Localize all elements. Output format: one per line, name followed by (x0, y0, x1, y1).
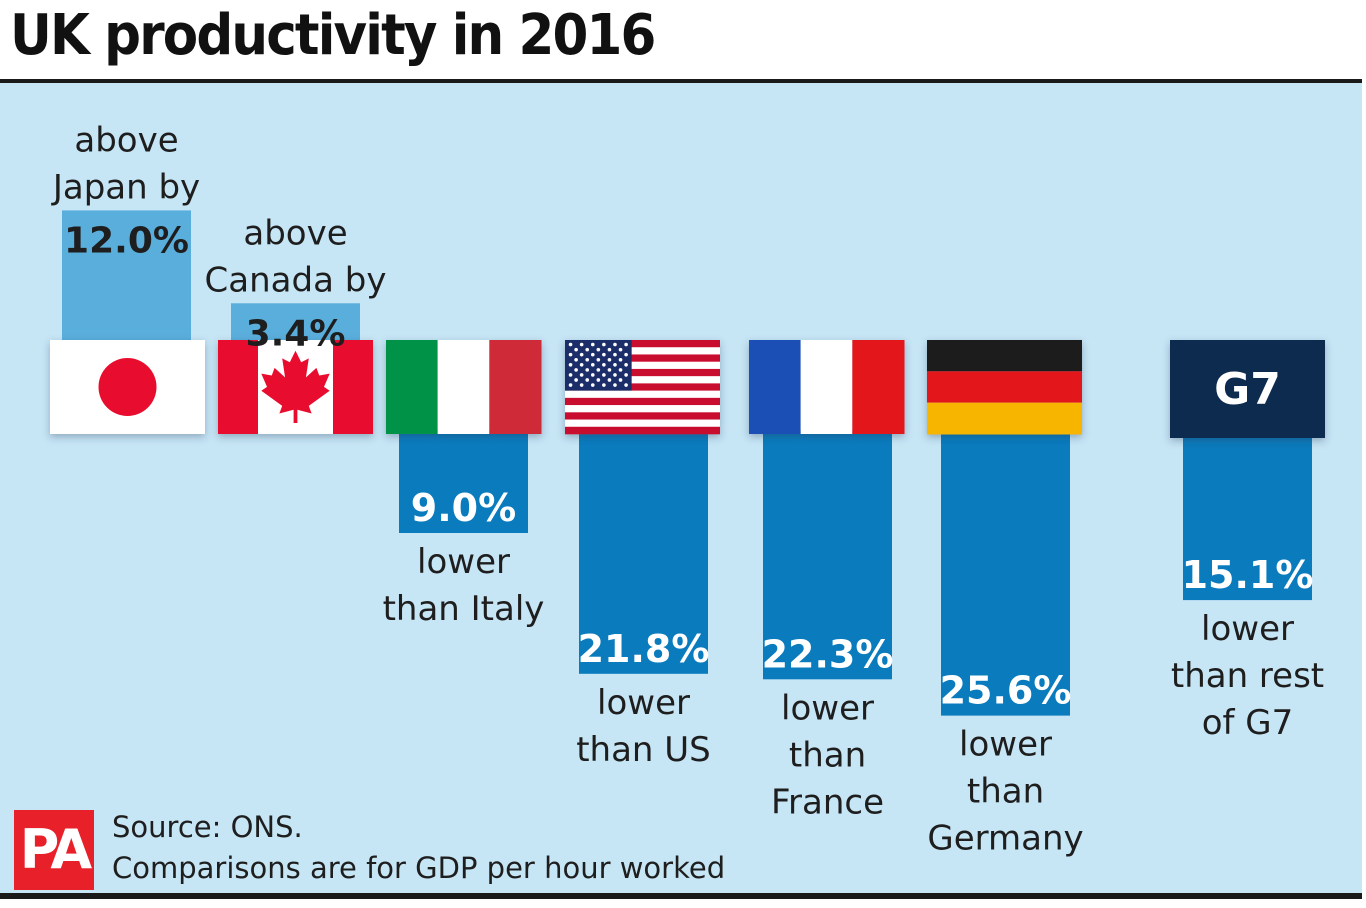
text-label-france-0: lower (781, 688, 874, 728)
value-label-germany: 25.6% (940, 669, 1072, 713)
text-label-g7-2: of G7 (1202, 703, 1294, 743)
pa-logo: PA (14, 810, 94, 890)
bar-group-france: 22.3% lower than France (762, 632, 894, 822)
bar-italy (399, 430, 528, 533)
text-label-us-1: than US (576, 730, 711, 770)
flags-layer: G7 (50, 340, 1325, 438)
g7-box-icon: G7 (1170, 340, 1325, 438)
bar-group-japan: 12.0% above Japan by (51, 120, 200, 261)
text-label-canada-0: above (243, 213, 347, 253)
bar-group-germany: 25.6% lower than Germany (927, 669, 1083, 859)
value-label-us: 21.8% (578, 627, 710, 671)
france-flag-icon (749, 340, 905, 434)
text-label-japan-1: Japan by (51, 167, 200, 207)
bar-g7 (1183, 430, 1312, 601)
bar-japan (62, 210, 191, 340)
text-label-g7-0: lower (1201, 609, 1294, 649)
text-label-germany-0: lower (959, 725, 1052, 765)
canada-flag-icon (218, 340, 373, 434)
bars-layer (62, 210, 1312, 716)
source-text: Source: ONS. (112, 810, 303, 844)
text-label-italy-1: than Italy (383, 589, 545, 629)
value-label-g7: 15.1% (1182, 553, 1314, 597)
text-label-france-1: than (789, 735, 866, 775)
value-label-france: 22.3% (762, 632, 894, 676)
comparison-note: Comparisons are for GDP per hour worked (112, 851, 726, 885)
text-label-g7-1: than rest (1171, 656, 1324, 696)
bar-germany (941, 430, 1070, 716)
text-label-france-2: France (771, 782, 884, 822)
germany-flag-icon (927, 340, 1082, 435)
value-label-japan: 12.0% (64, 220, 189, 261)
text-label-italy-0: lower (417, 542, 510, 582)
text-label-japan-0: above (74, 120, 178, 160)
labels-layer: 12.0% above Japan by 3.4% above Canada by 9.0%… (51, 120, 1324, 858)
text-label-canada-1: Canada by (205, 260, 387, 300)
japan-flag-icon (50, 340, 205, 434)
bar-canada (231, 303, 360, 340)
text-label-us-0: lower (597, 683, 690, 723)
text-label-germany-2: Germany (927, 819, 1083, 859)
g7-box-label: G7 (1214, 364, 1281, 415)
bar-group-canada: 3.4% above Canada by (205, 213, 387, 354)
value-label-canada: 3.4% (246, 313, 346, 354)
bar-group-us: 21.8% lower than US (576, 627, 711, 770)
bar-group-g7: 15.1% lower than rest of G7 (1171, 553, 1324, 743)
maple-leaf-icon (261, 350, 330, 423)
us-flag-icon (565, 340, 720, 435)
chart-title: UK productivity in 2016 (10, 3, 656, 68)
value-label-italy: 9.0% (411, 486, 516, 530)
text-label-germany-1: than (967, 772, 1044, 812)
bar-us (579, 430, 708, 674)
bar-group-italy: 9.0% lower than Italy (383, 486, 545, 629)
bar-france (763, 430, 892, 680)
italy-flag-icon (386, 340, 542, 434)
